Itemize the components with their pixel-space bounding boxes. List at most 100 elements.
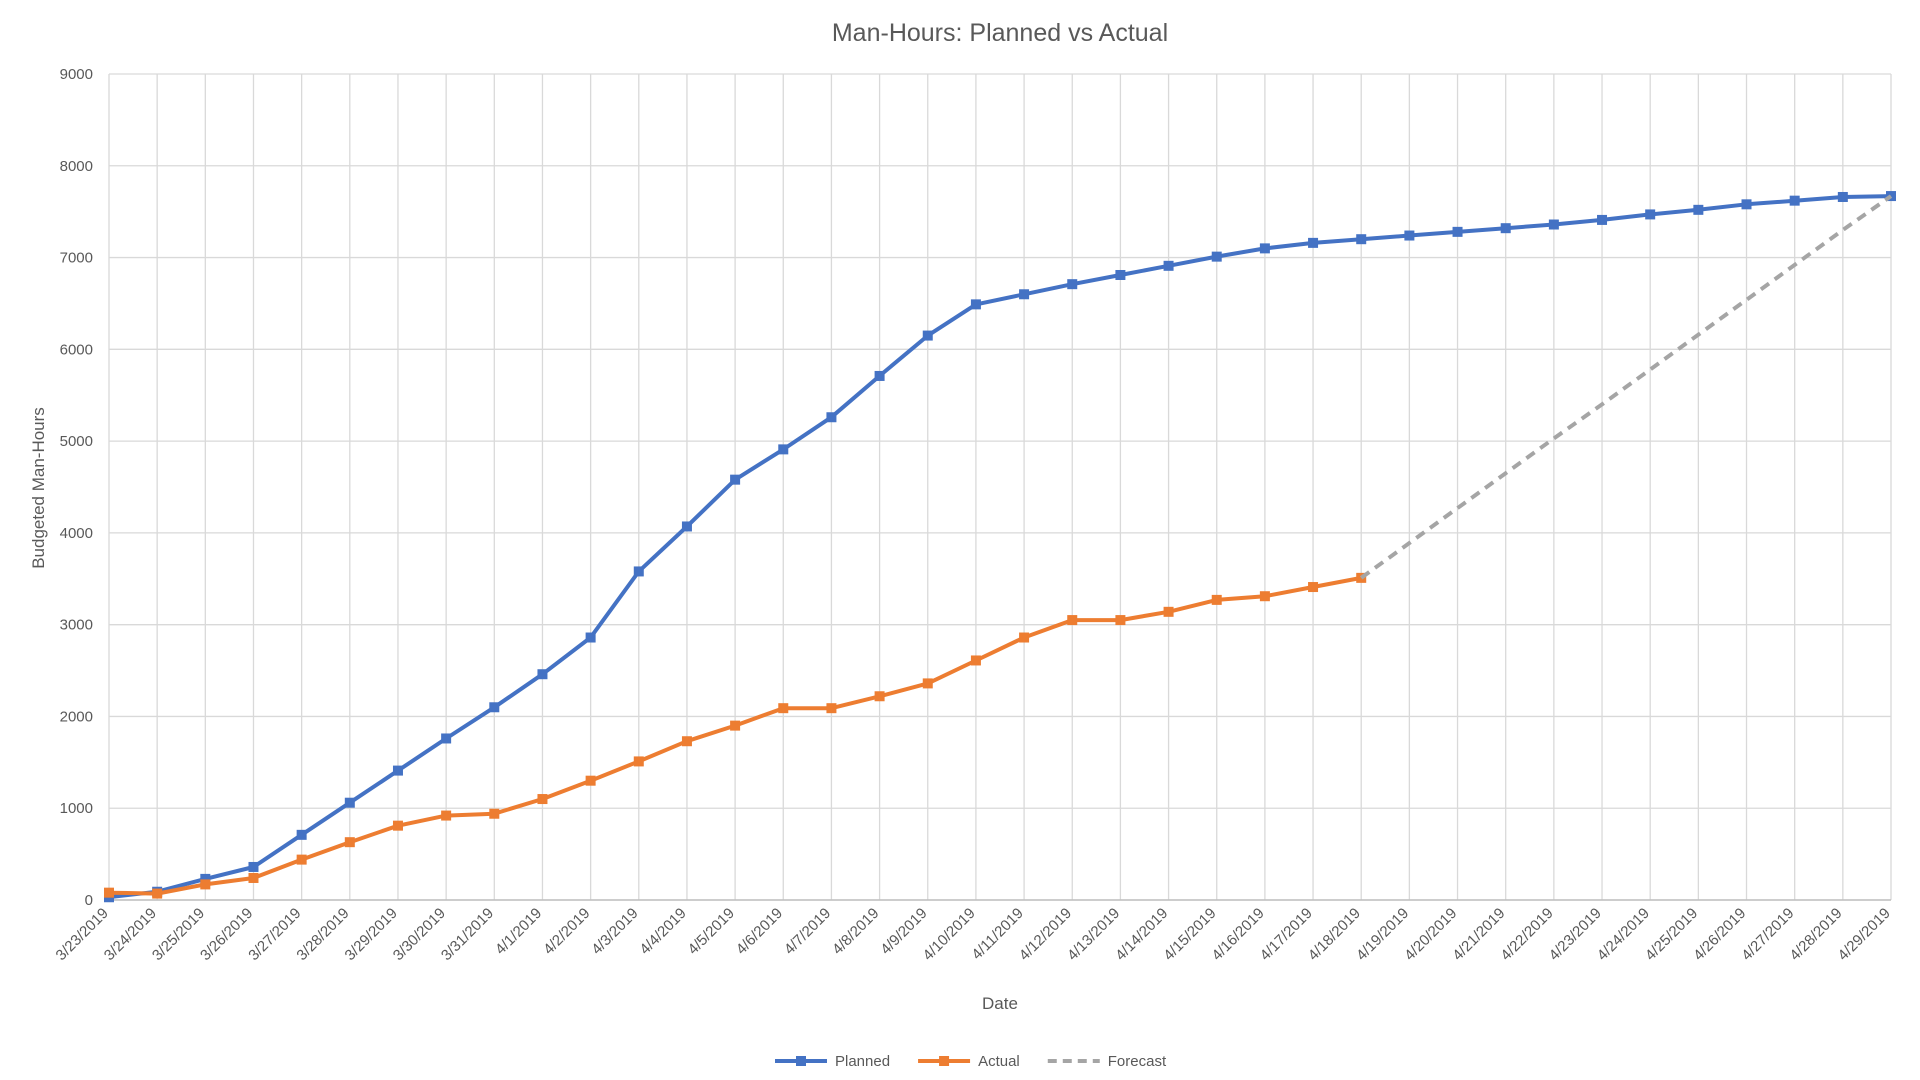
actual-data-point: [874, 691, 885, 702]
planned-data-point: [248, 861, 259, 872]
planned-data-point: [633, 566, 644, 577]
x-tick-label: 4/5/2019: [685, 905, 738, 958]
legend-marker-planned: [796, 1056, 806, 1066]
planned-data-point: [1356, 234, 1367, 245]
planned-data-point: [1308, 237, 1319, 248]
planned-data-point: [1645, 209, 1656, 220]
planned-data-point: [1597, 214, 1608, 225]
chart-title: Man-Hours: Planned vs Actual: [832, 19, 1168, 47]
planned-data-point: [1789, 195, 1800, 206]
legend: Planned Actual Forecast: [775, 1053, 1167, 1070]
planned-data-point: [1404, 230, 1415, 241]
actual-data-point: [1163, 606, 1174, 617]
x-tick-label: 3/31/2019: [438, 905, 497, 964]
y-tick-label: 9000: [60, 66, 93, 83]
actual-data-point: [489, 808, 500, 819]
planned-data-point: [1019, 289, 1030, 300]
actual-data-point: [344, 837, 355, 848]
actual-data-point: [585, 775, 596, 786]
y-tick-label: 0: [85, 892, 93, 909]
planned-data-point: [1741, 199, 1752, 210]
actual-data-point: [1211, 594, 1222, 605]
legend-item-planned: Planned: [775, 1053, 890, 1070]
planned-data-point: [1886, 191, 1896, 202]
actual-data-point: [778, 703, 789, 714]
planned-data-point: [441, 733, 452, 744]
legend-item-actual: Actual: [918, 1053, 1020, 1070]
planned-data-point: [1452, 226, 1463, 237]
y-tick-label: 8000: [60, 158, 93, 175]
actual-data-point: [970, 655, 981, 666]
actual-data-point: [730, 720, 741, 731]
x-axis-label: Date: [982, 994, 1018, 1013]
y-tick-label: 7000: [60, 250, 93, 267]
planned-data-point: [1067, 279, 1078, 290]
x-tick-label: 4/8/2019: [829, 905, 882, 958]
planned-data-point: [1500, 223, 1511, 234]
planned-data-point: [344, 797, 355, 808]
actual-data-point: [1308, 582, 1319, 593]
actual-data-point: [633, 756, 644, 767]
y-tick-label: 3000: [60, 617, 93, 634]
actual-data-point: [1115, 615, 1126, 626]
planned-data-point: [1693, 204, 1704, 215]
planned-data-point: [970, 299, 981, 310]
actual-data-point: [537, 794, 548, 805]
actual-data-point: [1019, 632, 1030, 643]
actual-data-point: [152, 888, 163, 899]
legend-item-forecast: Forecast: [1047, 1053, 1167, 1070]
actual-data-point: [200, 879, 211, 890]
y-axis-label: Budgeted Man-Hours: [29, 407, 48, 569]
legend-marker-actual: [939, 1056, 950, 1066]
planned-data-point: [296, 829, 307, 840]
planned-data-point: [537, 669, 548, 680]
x-tick-label: 4/1/2019: [492, 905, 545, 958]
planned-data-point: [874, 370, 885, 381]
planned-data-point: [1115, 269, 1126, 280]
x-tick-label: 4/4/2019: [636, 905, 689, 958]
planned-data-point: [922, 330, 933, 341]
y-tick-label: 5000: [60, 433, 93, 450]
actual-data-point: [296, 854, 307, 865]
planned-data-point: [1548, 219, 1559, 230]
planned-data-point: [681, 521, 692, 532]
planned-data-point: [1259, 243, 1270, 254]
x-tick-label: 4/10/2019: [920, 905, 979, 964]
planned-data-point: [730, 474, 741, 485]
actual-data-point: [441, 810, 452, 821]
planned-data-point: [826, 412, 837, 423]
y-tick-label: 1000: [60, 800, 93, 817]
actual-data-point: [104, 887, 114, 898]
actual-data-point: [681, 736, 692, 747]
planned-data-point: [778, 444, 789, 455]
legend-label-planned: Planned: [835, 1053, 890, 1070]
y-tick-label: 2000: [60, 708, 93, 725]
actual-data-point: [922, 678, 933, 689]
planned-data-point: [585, 632, 596, 643]
x-tick-label: 4/29/2019: [1835, 905, 1894, 964]
planned-data-point: [1163, 260, 1174, 271]
actual-data-point: [1067, 615, 1078, 626]
forecast-series-line: [1360, 194, 1893, 580]
planned-data-point: [489, 702, 500, 713]
planned-series-line: [107, 194, 1893, 900]
legend-label-actual: Actual: [978, 1053, 1020, 1070]
y-tick-label: 6000: [60, 341, 93, 358]
actual-data-point: [248, 872, 259, 883]
x-tick-label: 4/7/2019: [781, 905, 834, 958]
planned-data-point: [200, 873, 211, 884]
actual-data-point: [1259, 591, 1270, 602]
grid: [108, 73, 1892, 901]
y-tick-label: 4000: [60, 525, 93, 542]
x-tick-label: 4/2/2019: [540, 905, 593, 958]
actual-data-point: [392, 820, 403, 831]
x-tick-label: 4/6/2019: [733, 905, 786, 958]
planned-data-point: [1211, 251, 1222, 262]
axes: 01000200030004000500060007000800090003/2…: [53, 66, 1894, 964]
actual-data-point: [826, 703, 837, 714]
legend-label-forecast: Forecast: [1108, 1053, 1167, 1070]
x-tick-label: 4/3/2019: [588, 905, 641, 958]
planned-data-point: [392, 765, 403, 776]
